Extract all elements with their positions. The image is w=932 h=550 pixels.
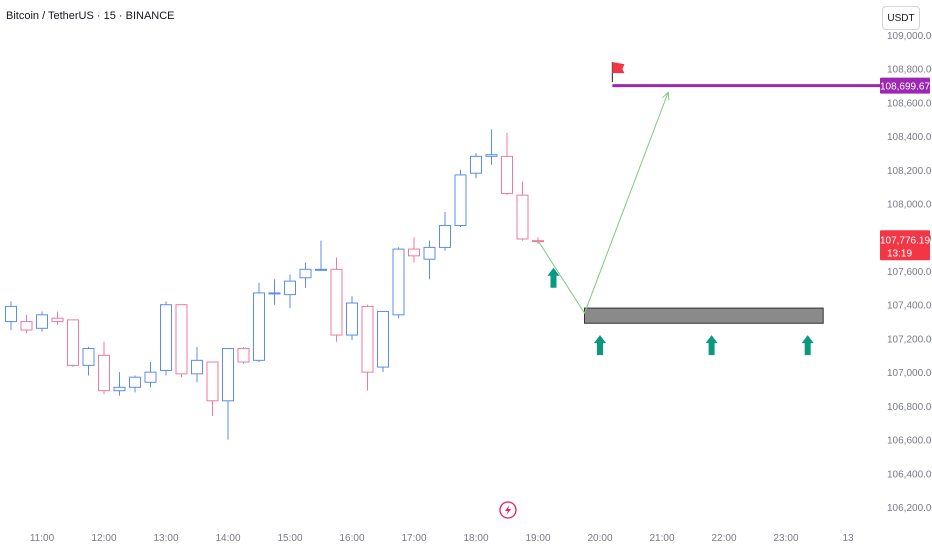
candle-down xyxy=(501,155,513,194)
projection-path[interactable] xyxy=(537,92,669,315)
candle-down xyxy=(206,361,219,402)
candle-up xyxy=(346,302,358,336)
candle-up xyxy=(454,174,467,226)
candle-down xyxy=(20,321,33,331)
candle-down xyxy=(516,194,529,240)
y-tick-label: 106,200.00 xyxy=(887,503,932,514)
price-tags: 108,699.67 107,776.19 13:19 xyxy=(880,77,930,261)
x-tick-label: 23:00 xyxy=(773,533,798,544)
candle-down xyxy=(361,305,374,373)
x-tick-label: 14:00 xyxy=(215,533,240,544)
y-tick-label: 108,600.00 xyxy=(887,98,932,109)
candle-up xyxy=(299,268,312,279)
candle-down xyxy=(408,248,420,257)
candle-up xyxy=(5,305,17,323)
candle-up xyxy=(160,304,172,371)
flag-icon[interactable] xyxy=(611,62,625,83)
candle-down xyxy=(51,317,64,323)
candle-up xyxy=(377,310,389,368)
candle-up xyxy=(268,292,281,295)
x-tick-label: 20:00 xyxy=(587,533,612,544)
x-tick-label: 22:00 xyxy=(711,533,736,544)
current-price-label: 107,776.19 xyxy=(880,235,930,246)
current-price-tag xyxy=(880,230,930,261)
candle-up xyxy=(36,314,48,329)
candle-up xyxy=(284,280,296,296)
support-zone[interactable] xyxy=(584,307,824,324)
candle-down xyxy=(330,268,343,336)
x-tick-label: 13:00 xyxy=(153,533,178,544)
x-tick-label: 11:00 xyxy=(30,533,55,544)
candle-down xyxy=(237,348,250,363)
arrow-up-icon[interactable] xyxy=(705,335,718,356)
candle-up xyxy=(315,268,327,271)
candle-down xyxy=(67,319,79,366)
candle-up xyxy=(470,155,482,174)
y-tick-label: 107,600.00 xyxy=(887,267,932,278)
candle-down xyxy=(98,354,110,392)
lightning-icon[interactable] xyxy=(499,501,517,519)
candle-up xyxy=(222,348,234,402)
x-tick-label: 12:00 xyxy=(91,533,116,544)
x-tick-label: 19:00 xyxy=(525,533,550,544)
candle-up xyxy=(191,359,203,375)
candle-up xyxy=(392,248,405,316)
x-tick-label: 15:00 xyxy=(277,533,302,544)
y-tick-label: 107,200.00 xyxy=(887,334,932,345)
y-tick-label: 108,200.00 xyxy=(887,166,932,177)
x-tick-label: 17:00 xyxy=(401,533,426,544)
y-tick-label: 109,000.00 xyxy=(887,31,932,42)
y-tick-label: 106,400.00 xyxy=(887,469,932,480)
y-tick-label: 107,000.00 xyxy=(887,368,932,379)
candle-down xyxy=(175,304,188,375)
y-tick-label: 108,000.00 xyxy=(887,200,932,211)
candles xyxy=(5,129,544,440)
target-price-label: 108,699.67 xyxy=(880,82,930,93)
candle-up xyxy=(82,348,95,366)
arrow-up-icon[interactable] xyxy=(547,267,560,288)
bar-countdown-label: 13:19 xyxy=(887,248,912,259)
symbol-title: Bitcoin / TetherUS · 15 · BINANCE xyxy=(6,10,175,22)
candle-up xyxy=(423,246,436,260)
x-tick-label: 18:00 xyxy=(463,533,488,544)
target-price-tag xyxy=(880,77,930,94)
x-tick-label: 21:00 xyxy=(649,533,674,544)
candle-up xyxy=(485,154,498,157)
x-axis-ticks: 11:00 12:00 13:00 14:00 15:00 16:00 17:00 18:00… xyxy=(30,533,854,544)
y-tick-label: 106,800.00 xyxy=(887,402,932,413)
x-tick-label: 16:00 xyxy=(339,533,364,544)
arrow-up-icon[interactable] xyxy=(594,335,606,356)
y-axis-ticks: 109,000.00 108,800.00 108,600.00 108,400.00… xyxy=(887,31,932,514)
currency-selector[interactable]: USDT xyxy=(882,6,920,30)
y-tick-label: 108,800.00 xyxy=(887,65,932,76)
y-tick-label: 108,400.00 xyxy=(887,132,932,143)
arrow-up-icon[interactable] xyxy=(801,335,814,356)
x-tick-label: 13 xyxy=(842,533,854,544)
y-tick-label: 106,600.00 xyxy=(887,436,932,447)
candle-up xyxy=(439,224,451,248)
candle-up xyxy=(129,376,141,388)
candle-up xyxy=(113,386,126,392)
drawings xyxy=(499,62,880,519)
y-tick-label: 107,400.00 xyxy=(887,301,932,312)
candle-up xyxy=(144,371,157,383)
projection-arrowhead xyxy=(662,91,670,101)
candle-up xyxy=(253,292,265,361)
